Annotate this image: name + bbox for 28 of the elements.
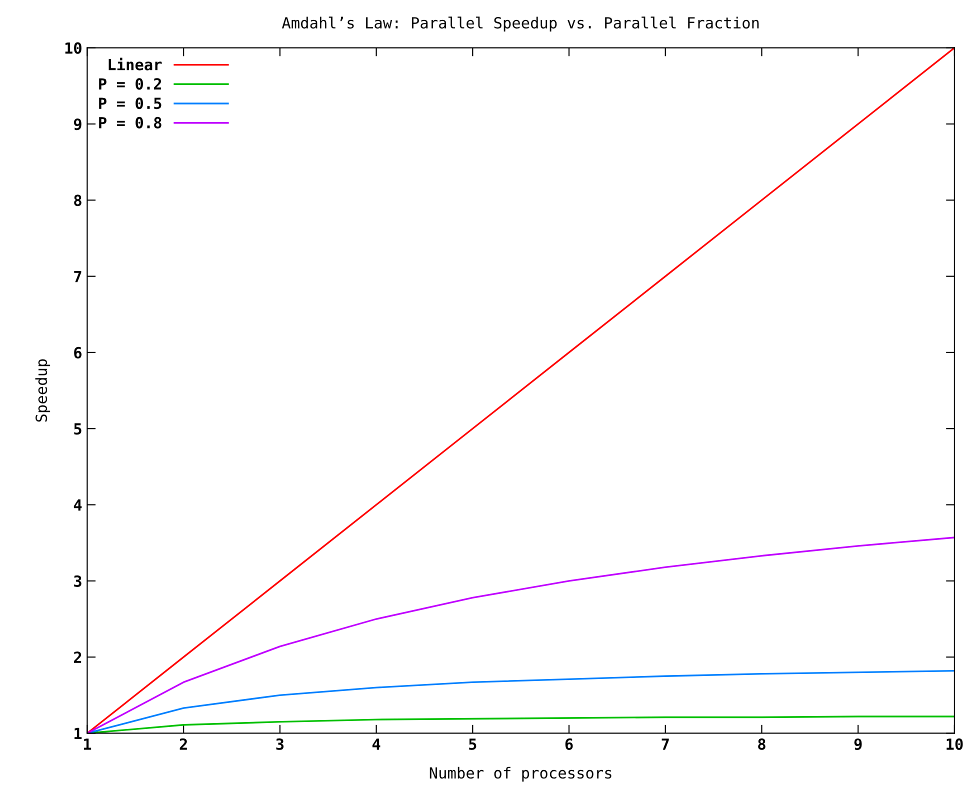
x-tick-label: 8: [758, 738, 766, 750]
line-series: [87, 48, 954, 734]
y-axis-title: Speedup: [35, 359, 50, 422]
x-tick-label: 5: [469, 738, 476, 750]
x-tick-label: 6: [565, 738, 573, 750]
y-tick-label: 5: [74, 423, 82, 435]
y-tick-label: 8: [74, 194, 82, 206]
legend-label: P = 0.2: [99, 78, 162, 90]
y-tick-label: 4: [74, 499, 82, 511]
legend-label: Linear: [108, 58, 162, 70]
y-tick-label: 3: [74, 575, 82, 587]
y-tick-label: 1: [74, 728, 82, 740]
legend-label: P = 0.5: [99, 98, 162, 110]
x-tick-label: 7: [662, 738, 669, 750]
x-tick-label: 10: [946, 738, 963, 750]
x-axis-title: Number of processors: [430, 766, 612, 782]
y-tick-label: 10: [65, 42, 82, 54]
x-tick-label: 2: [180, 738, 187, 750]
x-tick-label: 9: [854, 738, 862, 750]
y-tick-label: 2: [74, 652, 82, 663]
y-tick-label: 6: [74, 346, 82, 358]
y-tick-label: 9: [74, 118, 82, 130]
x-tick-label: 1: [84, 738, 92, 750]
y-tick-label: 7: [74, 270, 82, 282]
legend-label: P = 0.8: [99, 116, 162, 128]
x-tick-label: 4: [372, 738, 380, 750]
chart-title: Amdahl’s Law: Parallel Speedup vs. Parallel Fraction: [282, 16, 759, 32]
x-tick-label: 3: [276, 738, 284, 750]
